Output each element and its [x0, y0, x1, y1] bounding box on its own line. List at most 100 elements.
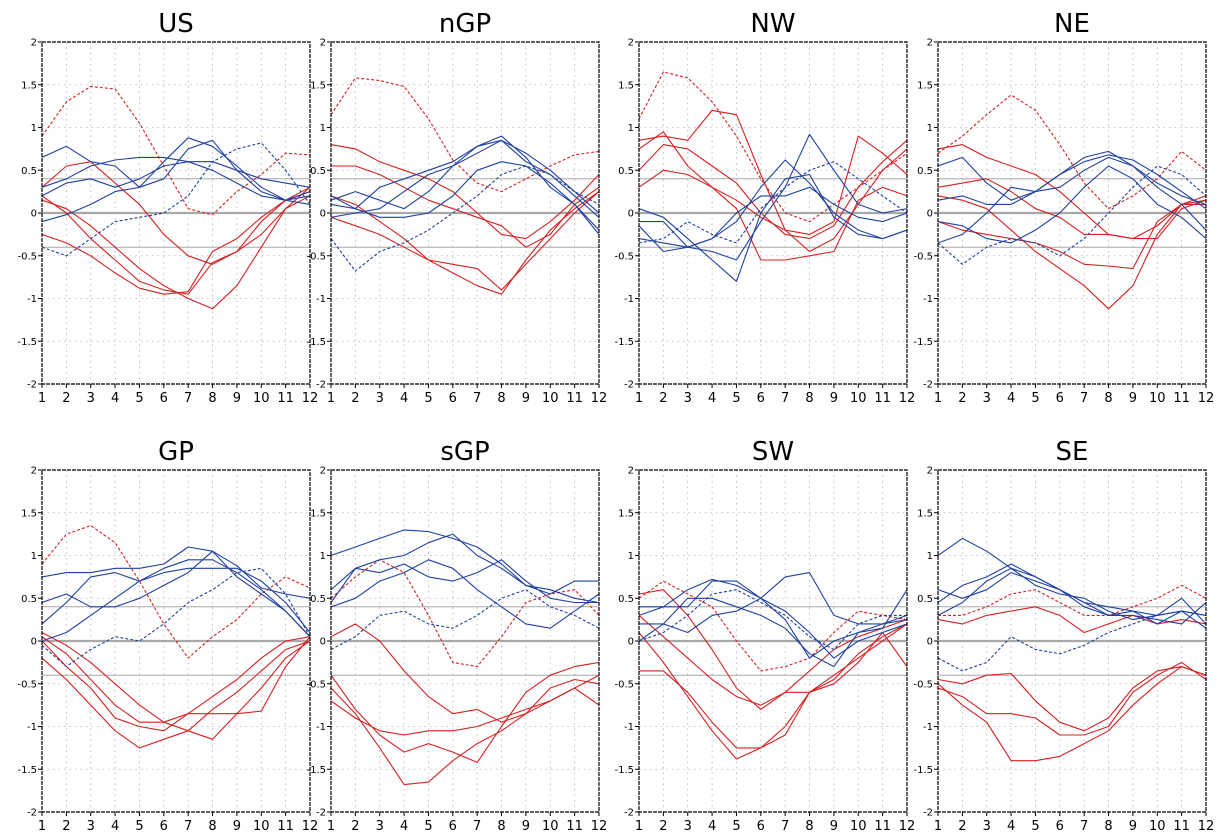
y-tick-label: 2: [628, 466, 634, 477]
y-tick-label: -1.5: [17, 337, 37, 348]
blue-series-line-6: [331, 533, 599, 603]
red-series-line-2: [639, 623, 907, 749]
x-tick-label: 3: [87, 391, 95, 406]
x-tick-label: 10: [542, 391, 559, 406]
blue-series-line-7: [938, 567, 1206, 625]
red-series-line-1: [938, 606, 1206, 634]
red-series-line-1: [331, 144, 599, 240]
x-tick-label: 12: [899, 819, 916, 834]
x-tick-label: 5: [424, 391, 432, 406]
blue-series-line-5: [331, 529, 599, 604]
blue-series-line-7: [331, 161, 599, 235]
y-tick-label: 2: [320, 38, 326, 49]
y-tick-label: 0: [31, 209, 37, 220]
x-tick-label: 1: [327, 819, 335, 834]
red-series-line-4: [331, 687, 599, 736]
x-tick-label: 3: [87, 819, 95, 834]
y-tick-label: -1: [316, 294, 326, 305]
y-tick-label: 1.5: [310, 80, 326, 91]
x-tick-label: 3: [684, 819, 692, 834]
y-tick-label: 1.5: [21, 80, 37, 91]
x-tick-label: 9: [522, 819, 530, 834]
blue-series-line-9: [639, 589, 907, 651]
red-series-line-2: [938, 666, 1206, 732]
y-tick-label: 2: [31, 38, 37, 49]
x-tick-label: 9: [830, 819, 838, 834]
blue-series-line-6: [938, 154, 1206, 210]
blue-series-line-7: [639, 159, 907, 248]
x-tick-label: 1: [934, 819, 942, 834]
blue-series-line-8: [938, 572, 1206, 625]
x-tick-label: 7: [1080, 819, 1088, 834]
x-tick-label: 4: [1007, 391, 1015, 406]
x-tick-label: 8: [208, 391, 216, 406]
red-series-line-3: [42, 186, 310, 295]
y-tick-label: -1: [923, 722, 933, 733]
y-tick-label: -0.5: [17, 679, 37, 690]
x-tick-label: 8: [497, 819, 505, 834]
x-tick-label: 2: [351, 819, 359, 834]
x-tick-label: 4: [111, 391, 119, 406]
x-tick-label: 4: [400, 819, 408, 834]
blue-series-line-9: [331, 165, 599, 272]
red-series-line-3: [639, 623, 907, 760]
series-group: [42, 85, 310, 310]
x-tick-label: 9: [1129, 819, 1137, 834]
y-tick-label: 2: [628, 38, 634, 49]
y-tick-label: -1.5: [913, 337, 933, 348]
panel-title: NE: [1054, 9, 1090, 39]
blue-series-line-9: [42, 567, 310, 668]
x-tick-label: 1: [38, 391, 46, 406]
x-tick-label: 1: [38, 819, 46, 834]
blue-series-line-6: [42, 567, 310, 633]
x-tick-label: 6: [1056, 819, 1064, 834]
series-group: [639, 572, 907, 760]
panel-title: GP: [158, 437, 194, 467]
x-tick-label: 1: [934, 391, 942, 406]
y-tick-label: -2: [27, 380, 37, 391]
y-tick-label: 0: [628, 209, 634, 220]
red-series-line-1: [639, 109, 907, 253]
x-tick-label: 8: [497, 391, 505, 406]
x-tick-label: 4: [400, 391, 408, 406]
x-tick-label: 10: [1149, 819, 1166, 834]
red-series-line-0: [42, 525, 310, 659]
x-tick-label: 11: [277, 819, 294, 834]
panel-title: US: [158, 9, 194, 39]
blue-series-line-9: [639, 161, 907, 244]
y-tick-label: -2: [624, 380, 634, 391]
x-tick-label: 10: [850, 391, 867, 406]
x-tick-label: 2: [958, 819, 966, 834]
x-tick-label: 9: [233, 819, 241, 834]
y-tick-label: 0.5: [618, 166, 634, 177]
x-tick-label: 12: [302, 391, 319, 406]
red-series-line-0: [639, 71, 907, 223]
x-tick-label: 8: [1104, 391, 1112, 406]
panel-title: nGP: [439, 9, 491, 39]
y-tick-label: -2: [27, 808, 37, 819]
x-tick-label: 4: [1007, 819, 1015, 834]
x-tick-label: 5: [135, 391, 143, 406]
blue-series-line-8: [331, 139, 599, 218]
x-tick-label: 6: [449, 819, 457, 834]
x-tick-label: 3: [376, 391, 384, 406]
blue-series-line-7: [42, 550, 310, 638]
red-series-line-0: [331, 77, 599, 193]
y-tick-label: 1.5: [21, 508, 37, 519]
x-tick-label: 2: [958, 391, 966, 406]
blue-series-line-8: [639, 186, 907, 253]
x-tick-label: 12: [899, 391, 916, 406]
x-tick-label: 11: [566, 819, 583, 834]
red-series-line-3: [331, 674, 599, 786]
red-series-line-2: [331, 165, 599, 248]
blue-series-line-8: [42, 559, 310, 642]
x-tick-label: 6: [449, 391, 457, 406]
y-tick-label: -1.5: [17, 765, 37, 776]
x-tick-label: 8: [208, 819, 216, 834]
